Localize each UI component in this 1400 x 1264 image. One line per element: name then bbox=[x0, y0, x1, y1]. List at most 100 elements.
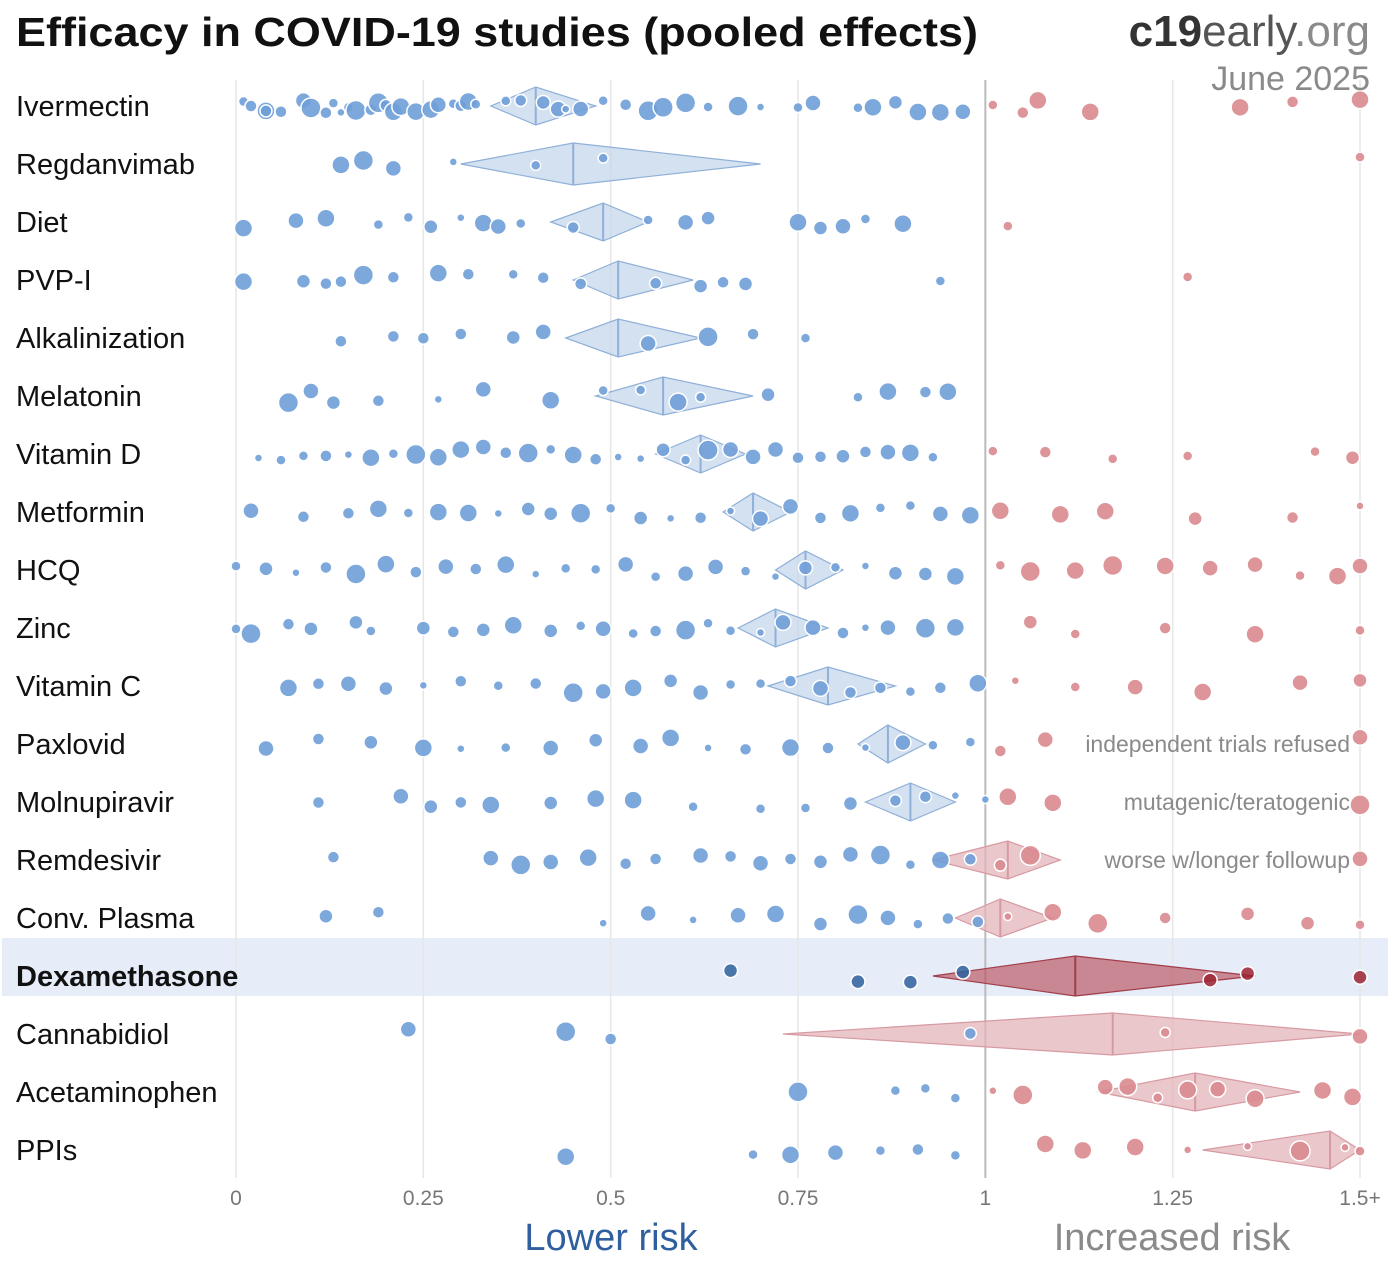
study-point bbox=[724, 624, 737, 637]
treatment-row: Alkalinization bbox=[16, 318, 812, 358]
study-point bbox=[812, 916, 829, 932]
x-tick-label: 0 bbox=[230, 1187, 242, 1210]
row-label: HCQ bbox=[16, 555, 80, 587]
study-point bbox=[1069, 628, 1082, 640]
row-label: Regdanvimab bbox=[16, 149, 195, 181]
study-point bbox=[544, 443, 557, 456]
study-point bbox=[988, 1086, 998, 1096]
study-point bbox=[1125, 1137, 1145, 1157]
study-point bbox=[300, 97, 322, 119]
study-point bbox=[1208, 1080, 1227, 1098]
study-point bbox=[821, 741, 835, 755]
study-point bbox=[257, 739, 275, 758]
study-point bbox=[562, 682, 584, 704]
study-point bbox=[429, 96, 448, 114]
treatment-row: Dexamethasone bbox=[16, 955, 1368, 997]
x-tick-label: 1.25 bbox=[1152, 1187, 1193, 1210]
study-point bbox=[541, 739, 560, 757]
treatment-row: Remdesivir worse w/longer followup bbox=[16, 840, 1369, 880]
study-point bbox=[1344, 449, 1361, 466]
study-point bbox=[1202, 972, 1218, 988]
study-point bbox=[649, 570, 662, 583]
study-point bbox=[1342, 1087, 1363, 1107]
study-point bbox=[912, 918, 924, 930]
study-point bbox=[281, 617, 296, 631]
study-point bbox=[933, 681, 948, 695]
study-point bbox=[770, 571, 781, 582]
study-point bbox=[754, 802, 767, 815]
study-point bbox=[987, 445, 999, 457]
study-point bbox=[813, 450, 828, 464]
study-point bbox=[968, 673, 988, 693]
study-point bbox=[934, 275, 947, 287]
study-point bbox=[662, 673, 679, 689]
study-point bbox=[648, 852, 663, 866]
study-point bbox=[964, 736, 977, 748]
study-point bbox=[938, 382, 958, 402]
study-point bbox=[729, 906, 747, 924]
pooled-diamond bbox=[1097, 1072, 1301, 1112]
treatment-row: Diet bbox=[16, 202, 1014, 242]
pooled-diamond bbox=[766, 666, 898, 706]
pooled-diamond bbox=[856, 724, 927, 764]
study-point bbox=[697, 439, 719, 461]
study-point bbox=[542, 795, 559, 811]
study-point bbox=[774, 613, 792, 632]
treatment-row: Melatonin bbox=[16, 376, 958, 416]
study-point bbox=[1043, 902, 1063, 922]
study-point bbox=[863, 97, 883, 118]
study-point bbox=[571, 100, 590, 118]
study-point bbox=[949, 1092, 962, 1104]
study-point bbox=[674, 92, 697, 114]
study-point bbox=[618, 856, 633, 871]
treatment-row: Ivermectin bbox=[16, 86, 1370, 126]
study-point bbox=[945, 617, 966, 638]
study-point bbox=[1069, 681, 1082, 693]
row-label: Cannabidiol bbox=[16, 1019, 169, 1051]
study-point bbox=[918, 385, 933, 399]
study-point bbox=[724, 678, 737, 691]
study-point bbox=[835, 448, 851, 464]
study-point bbox=[352, 264, 375, 286]
study-point bbox=[578, 847, 598, 868]
study-point bbox=[783, 852, 798, 866]
study-point bbox=[781, 497, 800, 516]
study-point bbox=[702, 617, 714, 630]
study-point bbox=[492, 680, 505, 692]
study-point bbox=[1289, 1140, 1311, 1162]
study-point bbox=[737, 276, 754, 292]
study-point bbox=[623, 790, 643, 810]
study-point bbox=[296, 510, 311, 524]
study-point bbox=[399, 1020, 418, 1039]
study-point bbox=[1294, 569, 1306, 582]
study-point bbox=[1299, 915, 1316, 931]
study-point bbox=[941, 911, 955, 926]
study-point bbox=[1351, 850, 1369, 868]
study-point bbox=[542, 623, 559, 639]
study-point bbox=[311, 795, 326, 810]
study-point bbox=[598, 918, 608, 928]
study-point bbox=[566, 220, 580, 235]
study-point bbox=[792, 101, 804, 114]
study-point bbox=[998, 787, 1018, 807]
study-point bbox=[1354, 624, 1366, 637]
study-point bbox=[540, 390, 561, 411]
study-point bbox=[1065, 560, 1086, 581]
study-point bbox=[904, 499, 917, 512]
study-point bbox=[703, 743, 713, 753]
study-point bbox=[721, 440, 740, 459]
study-point bbox=[1309, 445, 1321, 458]
study-point bbox=[894, 733, 912, 752]
study-point bbox=[930, 102, 951, 123]
study-point bbox=[993, 744, 1008, 758]
study-point bbox=[302, 382, 320, 400]
study-point bbox=[993, 858, 1008, 872]
row-label: Metformin bbox=[16, 497, 145, 529]
study-point bbox=[253, 453, 264, 463]
study-point bbox=[700, 210, 716, 226]
study-point bbox=[1159, 1026, 1171, 1039]
study-point bbox=[1050, 504, 1071, 525]
study-point bbox=[980, 794, 991, 805]
study-point bbox=[744, 448, 762, 466]
study-point bbox=[392, 787, 410, 805]
